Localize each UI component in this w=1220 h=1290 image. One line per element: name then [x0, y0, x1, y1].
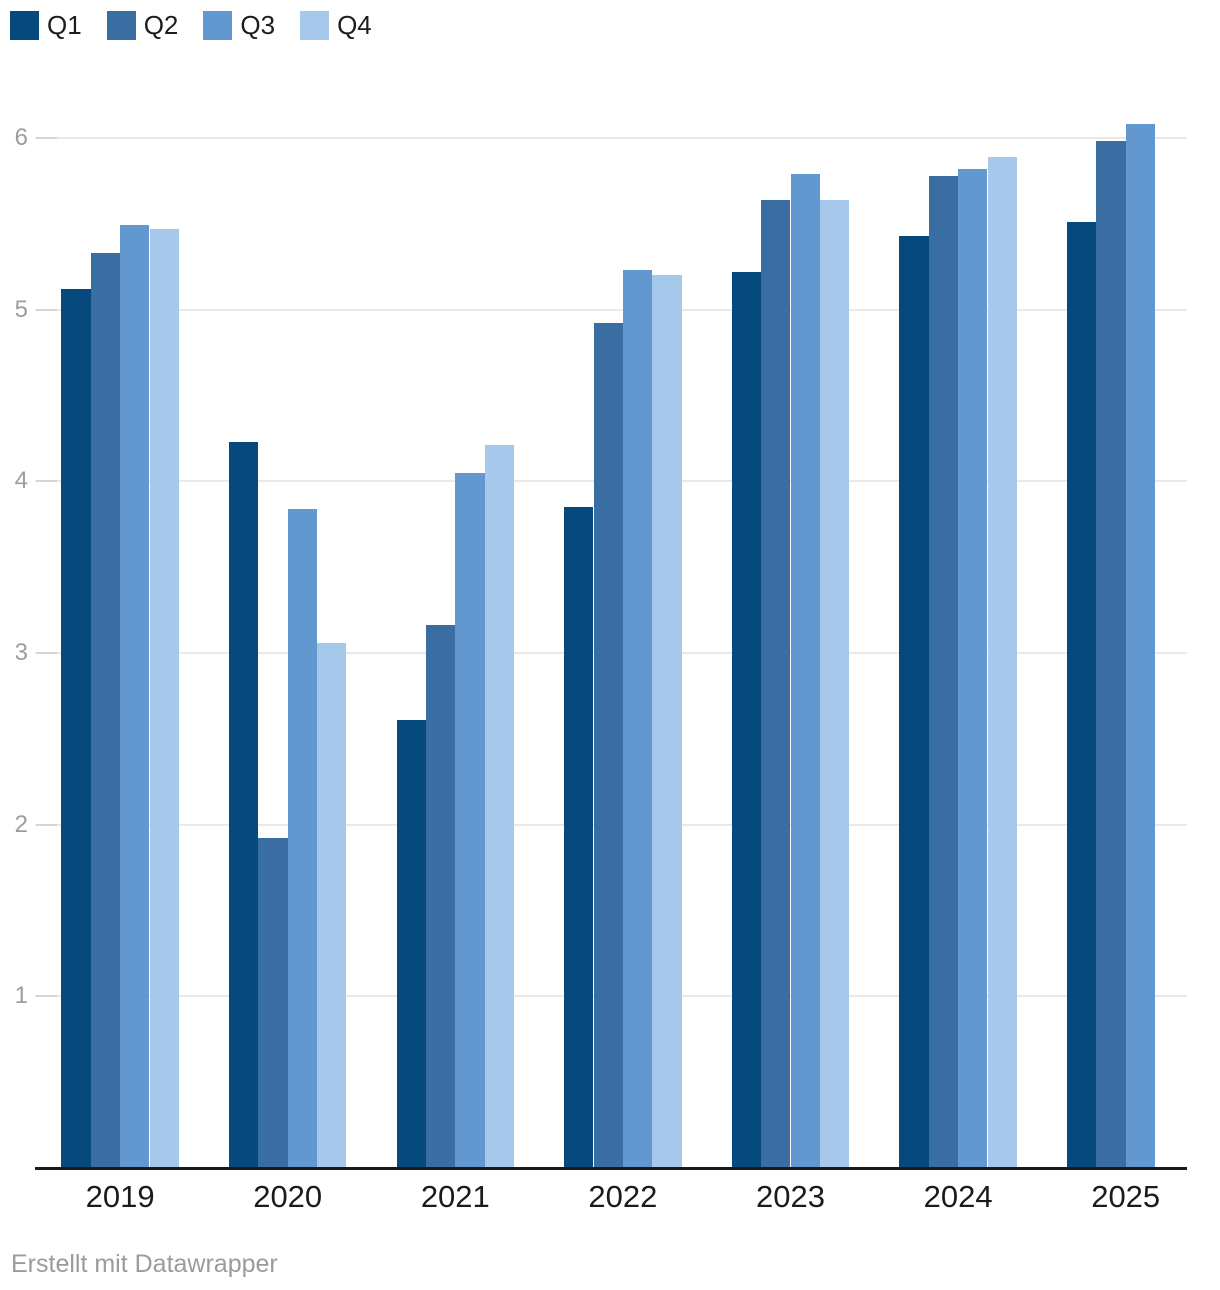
- y-axis-label-1: 1: [14, 982, 28, 1010]
- legend-swatch-q3: [203, 11, 233, 40]
- y-axis-tick-4: [36, 480, 57, 483]
- y-axis-tick-5: [36, 308, 57, 311]
- bar-2020-Q1[interactable]: [228, 441, 259, 1168]
- bar-2022-Q3[interactable]: [622, 270, 653, 1168]
- bar-2025-Q3[interactable]: [1125, 124, 1156, 1168]
- bar-2023-Q1[interactable]: [731, 271, 762, 1168]
- legend-swatch-q4: [300, 11, 330, 40]
- bar-2024-Q1[interactable]: [899, 235, 929, 1168]
- bar-2024-Q2[interactable]: [928, 175, 959, 1168]
- legend-label: Q3: [240, 10, 276, 40]
- legend-swatch-q1: [10, 11, 39, 40]
- x-axis-label-2024: 2024: [923, 1179, 993, 1214]
- bar-2022-Q4[interactable]: [652, 275, 682, 1168]
- legend-label: Q2: [143, 10, 179, 40]
- legend-item-q1[interactable]: Q1: [10, 11, 82, 40]
- bar-2020-Q4[interactable]: [317, 642, 347, 1168]
- legend-label: Q1: [47, 10, 82, 40]
- bar-2019-Q2[interactable]: [90, 252, 121, 1168]
- x-axis-label-2023: 2023: [756, 1179, 825, 1214]
- legend-item-q2[interactable]: Q2: [106, 10, 179, 40]
- legend-item-q4[interactable]: Q4: [300, 11, 372, 40]
- y-axis-tick-3: [36, 651, 57, 654]
- legend-item-q3[interactable]: Q3: [203, 11, 275, 40]
- bar-2019-Q3[interactable]: [120, 225, 150, 1168]
- x-axis-line: [35, 1167, 1187, 1170]
- y-axis-tick-1: [36, 995, 57, 998]
- bar-2019-Q4[interactable]: [149, 228, 179, 1168]
- bar-2019-Q1[interactable]: [61, 288, 91, 1168]
- bar-2022-Q1[interactable]: [564, 506, 594, 1168]
- x-axis-label-2025: 2025: [1091, 1179, 1161, 1214]
- bar-2021-Q2[interactable]: [425, 625, 456, 1168]
- bar-2021-Q4[interactable]: [484, 445, 515, 1168]
- x-axis-label-2022: 2022: [588, 1179, 658, 1214]
- bar-2023-Q2[interactable]: [761, 199, 791, 1168]
- bar-2023-Q3[interactable]: [790, 173, 820, 1168]
- x-axis-label-2019: 2019: [85, 1179, 155, 1214]
- gridline-6: [35, 136, 1187, 139]
- attribution-link[interactable]: Erstellt mit Datawrapper: [11, 1250, 278, 1278]
- bar-2025-Q1[interactable]: [1066, 221, 1097, 1168]
- bar-2021-Q1[interactable]: [396, 719, 426, 1168]
- bar-2023-Q4[interactable]: [819, 199, 850, 1168]
- gridline-5: [35, 308, 1187, 311]
- bar-2021-Q3[interactable]: [455, 472, 485, 1168]
- x-axis-label-2020: 2020: [253, 1179, 323, 1214]
- y-axis-label-5: 5: [14, 295, 28, 323]
- x-axis-label-2021: 2021: [420, 1179, 490, 1214]
- bar-2020-Q2[interactable]: [258, 838, 288, 1168]
- y-axis-tick-2: [36, 823, 57, 826]
- legend: Q1 Q2 Q3 Q4: [10, 11, 372, 40]
- bar-2022-Q2[interactable]: [593, 323, 623, 1168]
- y-axis-tick-6: [36, 136, 57, 139]
- y-axis-label-2: 2: [14, 810, 28, 838]
- bar-2024-Q4[interactable]: [987, 156, 1017, 1168]
- y-axis-label-3: 3: [14, 638, 28, 666]
- legend-label: Q4: [337, 10, 372, 40]
- bar-2024-Q3[interactable]: [958, 168, 988, 1168]
- bar-2020-Q3[interactable]: [287, 508, 318, 1168]
- legend-swatch-q2: [106, 11, 136, 40]
- y-axis-label-6: 6: [14, 123, 28, 151]
- bar-2025-Q2[interactable]: [1096, 141, 1126, 1168]
- y-axis-label-4: 4: [14, 467, 28, 495]
